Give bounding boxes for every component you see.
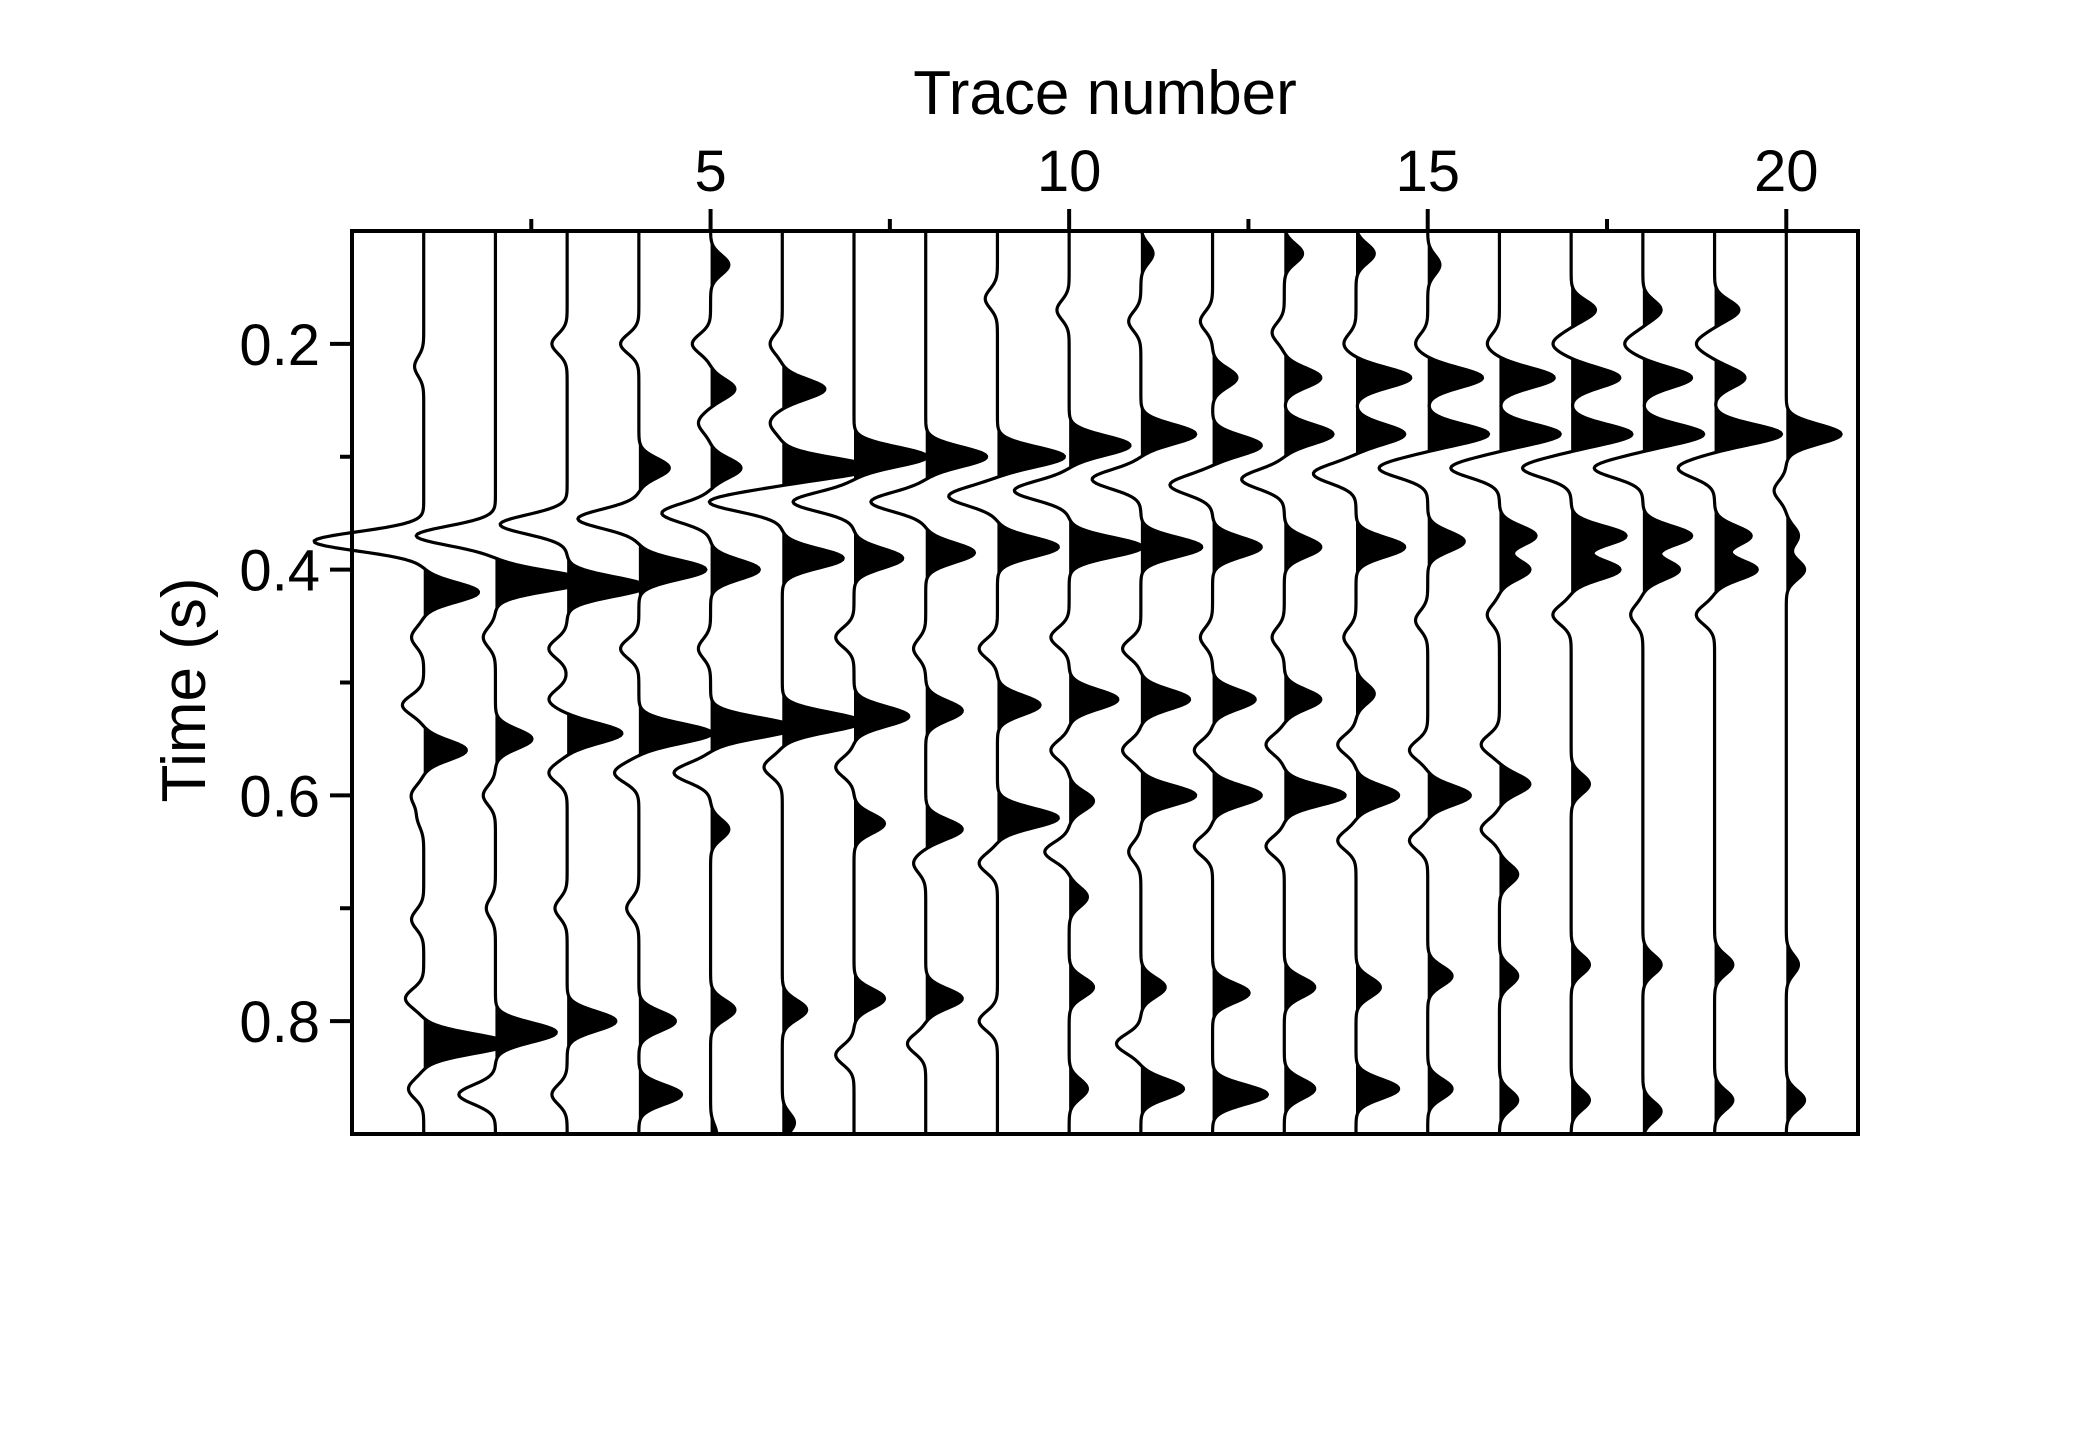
trace-8 [869, 231, 989, 1134]
x-tick-label: 20 [1754, 139, 1819, 204]
trace-fill [1571, 231, 1632, 1134]
x-tick-label: 10 [1037, 139, 1102, 204]
trace-fill [1212, 231, 1268, 1134]
trace-fill [1642, 231, 1704, 1134]
x-axis-label: Trace number [913, 59, 1297, 128]
trace-line [1168, 231, 1270, 1134]
y-tick-label: 0.2 [239, 313, 320, 378]
trace-line [1311, 230, 1413, 1134]
trace-line [707, 231, 876, 1135]
trace-line [576, 231, 714, 1134]
trace-fill [925, 231, 987, 1134]
trace-3 [498, 231, 648, 1134]
trace-fill [638, 231, 712, 1134]
trace-16 [1449, 231, 1562, 1134]
x-ticks: 5 10 15 20 [529, 139, 1819, 231]
trace-fill [782, 231, 874, 1134]
trace-line [1012, 231, 1144, 1134]
traces-layer [312, 230, 1843, 1135]
trace-12 [1168, 231, 1270, 1134]
trace-line [1592, 231, 1706, 1134]
y-tick-label: 0.8 [239, 990, 320, 1055]
trace-line [312, 231, 511, 1134]
trace-line [1772, 231, 1843, 1134]
trace-line [660, 230, 798, 1134]
trace-fill [854, 231, 928, 1134]
x-tick-label: 15 [1395, 139, 1460, 204]
y-tick-label: 0.6 [239, 764, 320, 829]
trace-18 [1592, 231, 1706, 1134]
trace-line [1449, 231, 1562, 1134]
trace-fill [495, 231, 587, 1134]
trace-17 [1520, 231, 1634, 1134]
trace-9 [947, 231, 1066, 1134]
trace-line [791, 231, 929, 1134]
trace-fill [1714, 231, 1782, 1134]
x-tick-label: 5 [694, 139, 726, 204]
trace-line [947, 231, 1066, 1134]
trace-line [1377, 230, 1491, 1134]
trace-line [414, 231, 589, 1134]
y-ticks: 0.2 0.4 0.6 0.8 [239, 313, 352, 1055]
trace-7 [791, 231, 929, 1134]
trace-10 [1012, 231, 1144, 1134]
trace-fill [997, 231, 1065, 1134]
trace-11 [1090, 230, 1204, 1134]
y-axis-label: Time (s) [150, 578, 219, 803]
trace-5 [660, 230, 798, 1134]
trace-fill [1786, 231, 1842, 1134]
trace-14 [1311, 230, 1413, 1134]
trace-line [869, 231, 989, 1134]
trace-15 [1377, 230, 1491, 1134]
trace-line [1676, 231, 1784, 1134]
trace-4 [576, 231, 714, 1134]
y-tick-label: 0.4 [239, 539, 320, 604]
trace-2 [414, 231, 589, 1134]
trace-fill [1069, 231, 1143, 1134]
trace-6 [707, 231, 876, 1135]
trace-20 [1772, 231, 1843, 1134]
trace-line [1090, 230, 1204, 1134]
trace-line [498, 231, 648, 1134]
plot-frame [350, 229, 1860, 1136]
trace-19 [1676, 231, 1784, 1134]
trace-13 [1240, 230, 1347, 1134]
trace-line [1240, 230, 1347, 1134]
trace-fill [567, 231, 647, 1134]
trace-line [1520, 231, 1634, 1134]
